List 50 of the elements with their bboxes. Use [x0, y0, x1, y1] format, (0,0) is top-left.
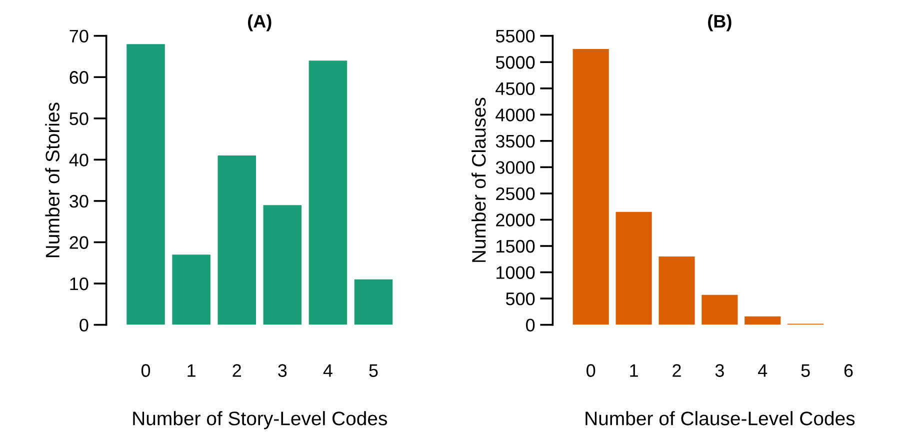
chart-title: (B): [708, 14, 732, 32]
y-tick-label: 0: [80, 318, 88, 332]
y-tick-label: 70: [70, 30, 88, 43]
y-tick-label: 50: [70, 112, 88, 126]
y-tick-label: 60: [70, 71, 88, 84]
bar: [172, 254, 210, 325]
bar: [702, 294, 738, 325]
x-tick-label: 2: [672, 364, 681, 377]
y-tick-label: 500: [506, 292, 535, 306]
x-tick-label: 3: [715, 364, 724, 377]
y-tick-label: 5500: [496, 30, 535, 43]
bar: [354, 279, 393, 325]
x-tick-label: 0: [586, 364, 596, 377]
y-tick-label: 1000: [496, 266, 535, 279]
bar: [126, 44, 165, 325]
y-axis-title: Number of Clauses: [472, 98, 486, 262]
x-tick-label: 0: [141, 364, 150, 377]
bar: [218, 156, 256, 325]
bar: [572, 48, 609, 325]
y-tick-label: 4500: [496, 82, 535, 96]
x-tick-label: 5: [801, 364, 810, 377]
bar: [263, 205, 302, 325]
y-tick-label: 4000: [496, 108, 535, 122]
y-tick-label: 3500: [496, 134, 535, 148]
y-axis-title: Number of Stories: [45, 102, 60, 258]
x-tick-label: 1: [630, 364, 638, 377]
x-tick-label: 3: [278, 364, 287, 377]
y-tick-label: 10: [70, 277, 88, 290]
y-tick-label: 30: [70, 194, 88, 208]
x-axis-title: Number of Clause-Level Codes: [586, 411, 855, 426]
bar: [744, 316, 781, 325]
x-tick-label: 1: [188, 364, 196, 377]
x-tick-label: 2: [232, 364, 241, 377]
chart-title: (A): [248, 14, 272, 32]
x-tick-label: 4: [758, 364, 768, 377]
y-tick-label: 20: [70, 236, 88, 249]
bar: [616, 212, 652, 325]
bar: [658, 256, 695, 325]
x-tick-label: 6: [844, 364, 853, 377]
x-tick-label: 4: [323, 364, 332, 377]
y-tick-label: 2000: [496, 214, 535, 226]
y-tick-label: 40: [69, 154, 88, 166]
y-tick-label: 5000: [496, 56, 535, 69]
y-tick-label: 3000: [496, 161, 535, 174]
bar: [308, 60, 348, 325]
x-axis-title: Number of Story-Level Codes: [133, 411, 388, 430]
y-tick-label: 2500: [496, 187, 535, 200]
y-tick-label: 0: [526, 318, 535, 332]
y-tick-label: 1500: [496, 240, 535, 253]
x-tick-label: 5: [369, 364, 378, 377]
